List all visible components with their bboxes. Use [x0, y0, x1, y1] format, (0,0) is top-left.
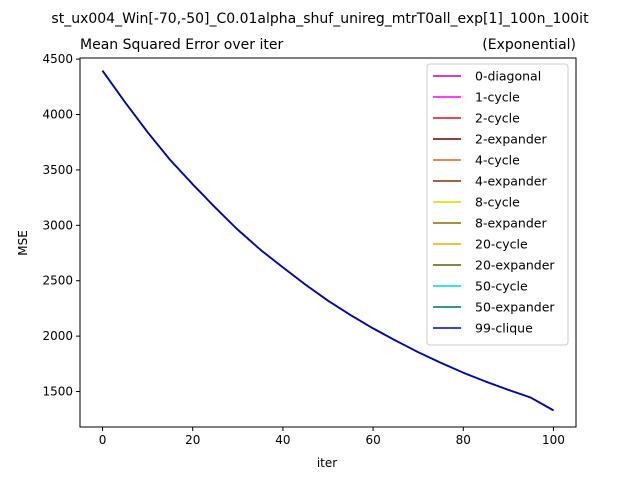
- legend-entry-label: 2-cycle: [475, 111, 520, 126]
- plot-area: 0 20 40 60 80 100 1500 2000 2500 3000 3500 4000 4500: [42, 52, 577, 447]
- x-tick-label: 60: [365, 433, 380, 447]
- legend-entry-label: 2-expander: [475, 132, 547, 147]
- legend-entry-label: 50-cycle: [475, 279, 528, 294]
- legend-entry-label: 8-cycle: [475, 195, 520, 210]
- x-tick-label: 100: [542, 433, 565, 447]
- legend-entry-label: 20-expander: [475, 258, 555, 273]
- legend-entry-label: 8-expander: [475, 216, 547, 231]
- y-tick-label: 4000: [42, 108, 73, 122]
- legend-entry-label: 50-expander: [475, 300, 555, 315]
- legend-entry-label: 4-cycle: [475, 153, 520, 168]
- y-axis-label: MSE: [16, 230, 30, 256]
- series-line-99-clique: [101, 70, 554, 412]
- legend-entry-label: 0-diagonal: [475, 69, 541, 84]
- x-axis-label: iter: [317, 456, 337, 470]
- y-tick-label: 4500: [42, 52, 73, 66]
- x-tick-label: 20: [185, 433, 200, 447]
- y-tick-label: 2500: [42, 274, 73, 288]
- legend-box: [426, 63, 569, 346]
- chart-title: Mean Squared Error over iter: [80, 37, 283, 53]
- y-tick-label: 3500: [42, 163, 73, 177]
- y-tick-label: 2000: [42, 329, 73, 343]
- chart-subtitle: (Exponential): [482, 37, 576, 53]
- legend-entry-label: 20-cycle: [475, 237, 528, 252]
- x-tick-label: 80: [456, 433, 471, 447]
- legend-entry-label: 4-expander: [475, 174, 547, 189]
- y-tick-label: 3000: [42, 218, 73, 232]
- legend: 0-diagonal 1-cycle 2-cycle 2-expander 4-cycl…: [426, 63, 569, 346]
- x-tick-label: 40: [275, 433, 290, 447]
- legend-entry-label: 1-cycle: [475, 90, 520, 105]
- y-tick-label: 1500: [42, 385, 73, 399]
- legend-entry-label: 99-clique: [475, 321, 533, 336]
- figure-title: st_ux004_Win[-70,-50]_C0.01alpha_shuf_un…: [51, 11, 589, 27]
- x-tick-label: 0: [99, 433, 107, 447]
- axes-frame: [79, 57, 577, 428]
